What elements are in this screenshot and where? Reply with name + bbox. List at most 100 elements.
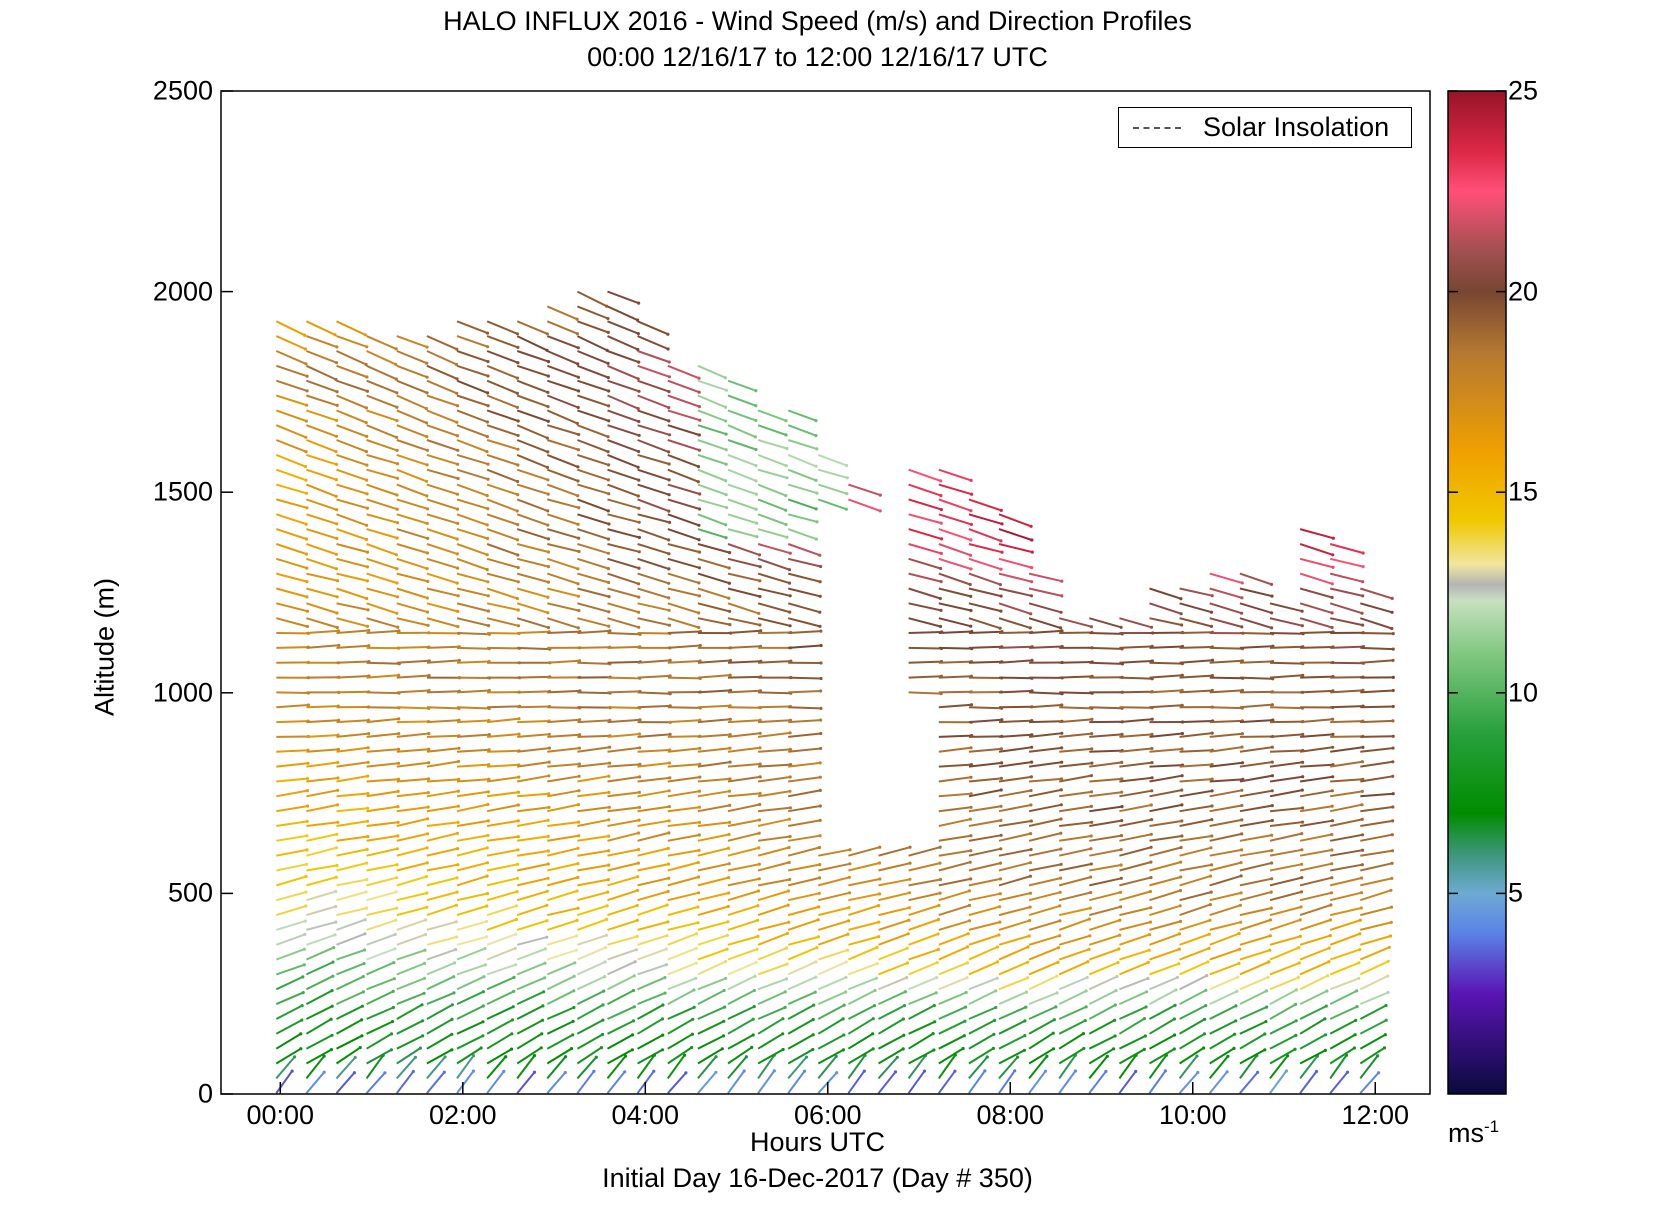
- wind-arrow-head: [450, 1032, 454, 1036]
- wind-arrow: [1330, 705, 1364, 709]
- wind-arrow: [1299, 528, 1334, 540]
- wind-arrow: [366, 379, 398, 394]
- wind-arrow-head: [395, 906, 399, 910]
- wind-arrow: [366, 528, 398, 539]
- wind-arrow-head: [425, 861, 429, 865]
- wind-arrow: [788, 706, 821, 710]
- wind-arrow-head: [922, 1069, 927, 1073]
- wind-arrow: [426, 832, 458, 842]
- wind-arrow-head: [546, 611, 550, 615]
- wind-arrow-head: [486, 360, 490, 364]
- wind-arrow: [396, 748, 429, 753]
- wind-arrow-head: [1360, 611, 1364, 615]
- wind-arrow: [1300, 646, 1334, 649]
- wind-arrow-head: [939, 608, 943, 613]
- wind-arrow: [1118, 990, 1148, 1006]
- wind-arrow: [1089, 819, 1122, 827]
- wind-arrow: [366, 1048, 392, 1065]
- wind-arrow-head: [637, 566, 641, 570]
- wind-arrow-head: [546, 390, 550, 394]
- wind-arrow: [787, 918, 819, 931]
- wind-arrow-head: [818, 553, 822, 557]
- wind-arrow-head: [722, 1019, 726, 1023]
- wind-arrow: [908, 468, 942, 482]
- wind-arrow-head: [576, 582, 580, 586]
- wind-arrow: [606, 1071, 626, 1094]
- wind-arrow: [486, 976, 515, 991]
- wind-arrow-head: [1058, 919, 1062, 923]
- wind-arrow-head: [1239, 874, 1243, 878]
- wind-arrow: [1269, 1034, 1297, 1050]
- wind-arrow-head: [969, 594, 973, 599]
- wind-arrow-head: [425, 521, 429, 526]
- wind-arrow-head: [638, 746, 642, 750]
- wind-arrow: [1088, 1004, 1116, 1020]
- wind-arrow-head: [1390, 610, 1394, 614]
- wind-arrow: [757, 921, 789, 931]
- wind-arrow-head: [395, 611, 399, 615]
- wind-arrow: [1028, 848, 1062, 857]
- wind-arrow: [1299, 775, 1333, 783]
- wind-arrow-head: [1089, 834, 1093, 838]
- wind-arrow-head: [306, 703, 310, 707]
- wind-arrow: [1360, 659, 1394, 664]
- wind-arrow: [607, 960, 636, 976]
- wind-arrow-head: [361, 990, 365, 994]
- wind-arrow-head: [727, 596, 731, 600]
- wind-arrow-head: [607, 774, 611, 778]
- wind-arrow: [426, 513, 458, 525]
- wind-arrow-head: [455, 492, 460, 496]
- wind-arrow-head: [577, 746, 582, 750]
- wind-arrow-head: [1178, 919, 1183, 924]
- wind-arrow: [757, 861, 790, 872]
- wind-arrow: [456, 513, 488, 526]
- wind-arrow-head: [603, 975, 607, 979]
- wind-arrow: [848, 846, 880, 857]
- wind-arrow-head: [965, 961, 970, 965]
- wind-arrow-head: [427, 731, 431, 736]
- wind-arrow-head: [933, 1020, 937, 1024]
- wind-arrow: [998, 1049, 1025, 1065]
- wind-arrow-head: [335, 595, 339, 599]
- wind-arrow: [516, 936, 547, 946]
- wind-arrow: [697, 892, 729, 902]
- wind-arrow: [336, 820, 368, 827]
- wind-arrow: [787, 424, 817, 437]
- wind-arrow: [637, 335, 669, 350]
- wind-arrow: [637, 409, 670, 422]
- wind-arrow: [938, 660, 972, 664]
- wind-arrow: [938, 889, 970, 902]
- wind-arrow-head: [939, 521, 943, 525]
- wind-arrow-head: [576, 479, 580, 483]
- wind-arrow-head: [577, 774, 581, 778]
- wind-arrow-head: [724, 523, 728, 527]
- wind-arrow-head: [728, 551, 732, 555]
- wind-arrow: [968, 706, 1002, 710]
- wind-arrow: [817, 1018, 844, 1035]
- wind-arrow-head: [1263, 1032, 1267, 1036]
- wind-arrow: [1149, 789, 1182, 798]
- wind-arrow-head: [305, 804, 310, 808]
- wind-arrow-head: [1112, 1047, 1116, 1051]
- wind-arrow-head: [1323, 1048, 1327, 1052]
- wind-arrow-head: [787, 581, 792, 585]
- wind-arrow-head: [720, 1047, 724, 1051]
- wind-arrow: [1299, 1018, 1326, 1035]
- wind-arrow-head: [1119, 848, 1123, 852]
- wind-arrow-head: [1149, 906, 1153, 910]
- wind-arrow-head: [304, 419, 308, 423]
- wind-arrow: [757, 1006, 786, 1020]
- wind-arrow-head: [337, 643, 341, 647]
- wind-arrow: [1209, 848, 1242, 857]
- wind-arrow-head: [456, 566, 460, 570]
- wind-arrow-head: [637, 831, 641, 835]
- wind-arrow: [456, 1020, 484, 1035]
- wind-arrow-head: [998, 583, 1003, 587]
- wind-arrow: [968, 1056, 989, 1080]
- wind-arrow-head: [1177, 932, 1181, 936]
- wind-arrow: [667, 906, 699, 917]
- wind-arrow: [516, 904, 548, 917]
- wind-arrow: [306, 379, 338, 393]
- wind-arrow: [697, 528, 727, 539]
- wind-arrow-head: [607, 580, 611, 585]
